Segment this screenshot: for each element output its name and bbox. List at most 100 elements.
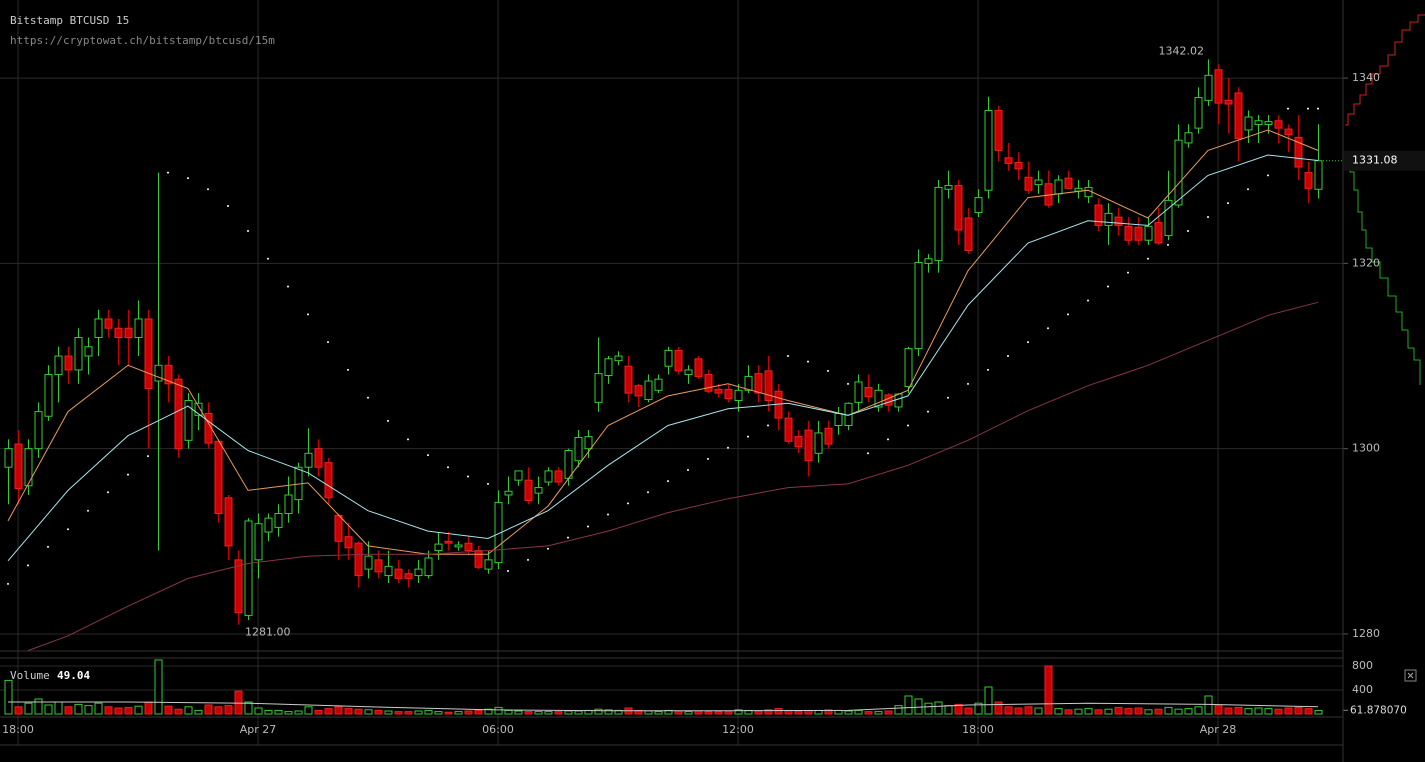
- candle-body: [834, 412, 843, 427]
- volume-bar: [314, 709, 323, 715]
- candle-body: [184, 399, 193, 441]
- volume-bar: [144, 701, 153, 715]
- candle-body: [1054, 179, 1063, 195]
- low-label: 1281.00: [245, 626, 291, 639]
- sar-dot: [847, 382, 849, 385]
- volume-bar: [434, 711, 443, 715]
- candle-body: [224, 497, 233, 547]
- indicator-line: [7, 154, 1319, 562]
- sar-dot: [207, 188, 209, 191]
- sar-dot: [1147, 257, 1149, 260]
- volume-bar: [124, 706, 133, 715]
- sar-dot: [707, 457, 709, 460]
- volume-bar: [764, 709, 773, 715]
- volume-bar: [694, 710, 703, 715]
- candle-body: [474, 550, 483, 568]
- volume-bar: [334, 706, 343, 715]
- y-tick-label: 400: [1352, 683, 1373, 696]
- sar-dot: [287, 285, 289, 288]
- volume-bar: [954, 703, 963, 715]
- sar-dot: [947, 396, 949, 399]
- candle-body: [1314, 160, 1323, 190]
- volume-bar: [24, 702, 33, 715]
- close-volume-button[interactable]: [1404, 669, 1417, 682]
- volume-bar: [114, 707, 123, 715]
- sar-dot: [1207, 216, 1209, 219]
- volume-bar: [414, 710, 423, 715]
- volume-bar: [1204, 695, 1213, 715]
- candle-body: [1114, 216, 1123, 226]
- candle-body: [154, 364, 163, 382]
- x-tick-label: Apr 28: [1200, 723, 1237, 736]
- volume-bar: [944, 705, 953, 715]
- volume-bar: [1254, 707, 1263, 715]
- volume-bar: [1014, 707, 1023, 715]
- candle-body: [334, 514, 343, 542]
- candle-body: [684, 369, 693, 376]
- candle-body: [194, 402, 203, 416]
- sar-dot: [1107, 285, 1109, 288]
- candle-body: [1024, 176, 1033, 191]
- candle-body: [534, 487, 543, 494]
- sar-dot: [1047, 327, 1049, 330]
- volume-bar: [104, 706, 113, 715]
- candle-body: [1124, 225, 1133, 241]
- candle-body: [1094, 204, 1103, 226]
- candle-body: [374, 559, 383, 573]
- candle-body: [714, 388, 723, 394]
- volume-bar: [174, 708, 183, 715]
- candle-body: [984, 110, 993, 191]
- volume-bar: [654, 711, 663, 715]
- x-tick-label: 12:00: [722, 723, 754, 736]
- candle-body: [454, 544, 463, 548]
- candle-body: [1064, 177, 1073, 189]
- volume-bar: [1094, 709, 1103, 715]
- sar-dot: [927, 410, 929, 413]
- volume-bar: [494, 706, 503, 715]
- sar-dot: [307, 313, 309, 316]
- volume-bar: [164, 705, 173, 715]
- sar-dot: [1167, 243, 1169, 246]
- candle-body: [324, 462, 333, 499]
- volume-bar: [264, 709, 273, 715]
- volume-bar: [1284, 707, 1293, 715]
- volume-bar: [1274, 708, 1283, 715]
- candle-body: [384, 565, 393, 577]
- candle-body: [114, 327, 123, 338]
- sar-dot: [567, 536, 569, 539]
- candle-body: [884, 394, 893, 406]
- volume-bar: [394, 711, 403, 715]
- candle-body: [344, 536, 353, 549]
- volume-bar: [1304, 708, 1313, 715]
- sar-dot: [1027, 341, 1029, 344]
- candle-body: [364, 555, 373, 570]
- sar-dot: [1227, 202, 1229, 205]
- volume-bar: [674, 710, 683, 715]
- candle-body: [514, 470, 523, 481]
- volume-bar: [844, 710, 853, 715]
- candle-body: [244, 520, 253, 616]
- volume-bar: [714, 711, 723, 715]
- candle-body: [394, 568, 403, 579]
- candle-body: [1304, 172, 1313, 189]
- candle-body: [734, 389, 743, 401]
- candle-body: [314, 448, 323, 468]
- candle-body: [524, 479, 533, 502]
- volume-title: Volume: [10, 669, 50, 682]
- volume-bar: [1154, 708, 1163, 715]
- candle-body: [974, 197, 983, 213]
- sar-dot: [87, 509, 89, 512]
- sar-dot: [427, 454, 429, 457]
- volume-bar: [184, 706, 193, 715]
- sar-dot: [1127, 271, 1129, 274]
- sar-dot: [107, 491, 109, 494]
- sar-dot: [767, 424, 769, 427]
- volume-bar: [984, 686, 993, 715]
- candle-body: [1264, 121, 1273, 125]
- candle-body: [1104, 212, 1113, 226]
- volume-bar: [564, 710, 573, 715]
- volume-bar: [1104, 708, 1113, 715]
- candle-body: [1134, 226, 1143, 241]
- sar-dot: [727, 446, 729, 449]
- volume-bar: [794, 710, 803, 715]
